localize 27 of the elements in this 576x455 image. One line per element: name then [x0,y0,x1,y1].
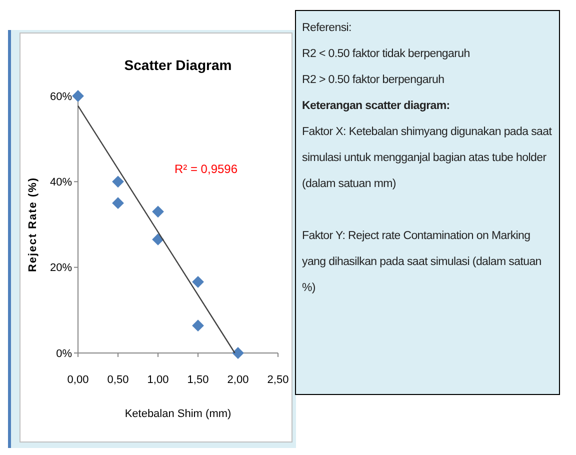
point [232,347,244,359]
text: R2 > 0.50 faktor berpengaruh [302,73,446,88]
x-tick-label: 2,00 [227,374,249,386]
point [72,90,84,102]
x-tick-label: 0,50 [107,374,129,386]
y-tick-label: 40% [50,176,72,189]
text: Faktor Y: Reject rate Contamination on Marking yang dihasilkan pada saat simulasi (dalam satuan %) [302,230,542,294]
point [192,320,204,332]
text: Keterangan scatter diagram: [302,99,451,114]
text: R2 < 0.50 faktor tidak berpengaruh [302,47,471,62]
point [112,197,124,210]
y-axis-title: Reject Rate (%) [27,176,39,272]
x-tick-label: 2,50 [267,374,289,386]
point [112,176,124,188]
chart-title: Scatter Diagram [124,57,232,73]
x-tick-label: 1,50 [187,374,209,386]
point [192,276,204,288]
y-tick-label: 0% [56,348,72,360]
annotation: R² = 0,9596 [174,162,238,176]
y-tick-label: 20% [50,262,72,274]
x-tick-label: 1,00 [147,374,169,386]
y-tick-label: 60% [50,90,72,103]
x-tick-label: 0,00 [67,374,89,386]
point [152,206,164,218]
x-axis-title: Ketebalan Shim (mm) [124,408,232,420]
text: Referensi: [302,21,352,36]
text: Faktor X: Ketebalan shimyang digunakan pada saat simulasi untuk mengganjal bagian atas tube holder (dalam satuan mm) [302,126,552,190]
